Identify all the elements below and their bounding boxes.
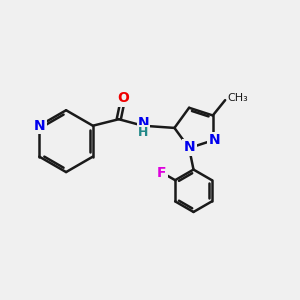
- Text: N: N: [183, 140, 195, 154]
- Text: H: H: [138, 126, 149, 139]
- Text: CH₃: CH₃: [227, 93, 248, 103]
- Text: N: N: [138, 116, 149, 130]
- Text: O: O: [117, 91, 129, 105]
- Text: F: F: [157, 166, 167, 179]
- Text: N: N: [208, 134, 220, 147]
- Text: N: N: [34, 119, 45, 133]
